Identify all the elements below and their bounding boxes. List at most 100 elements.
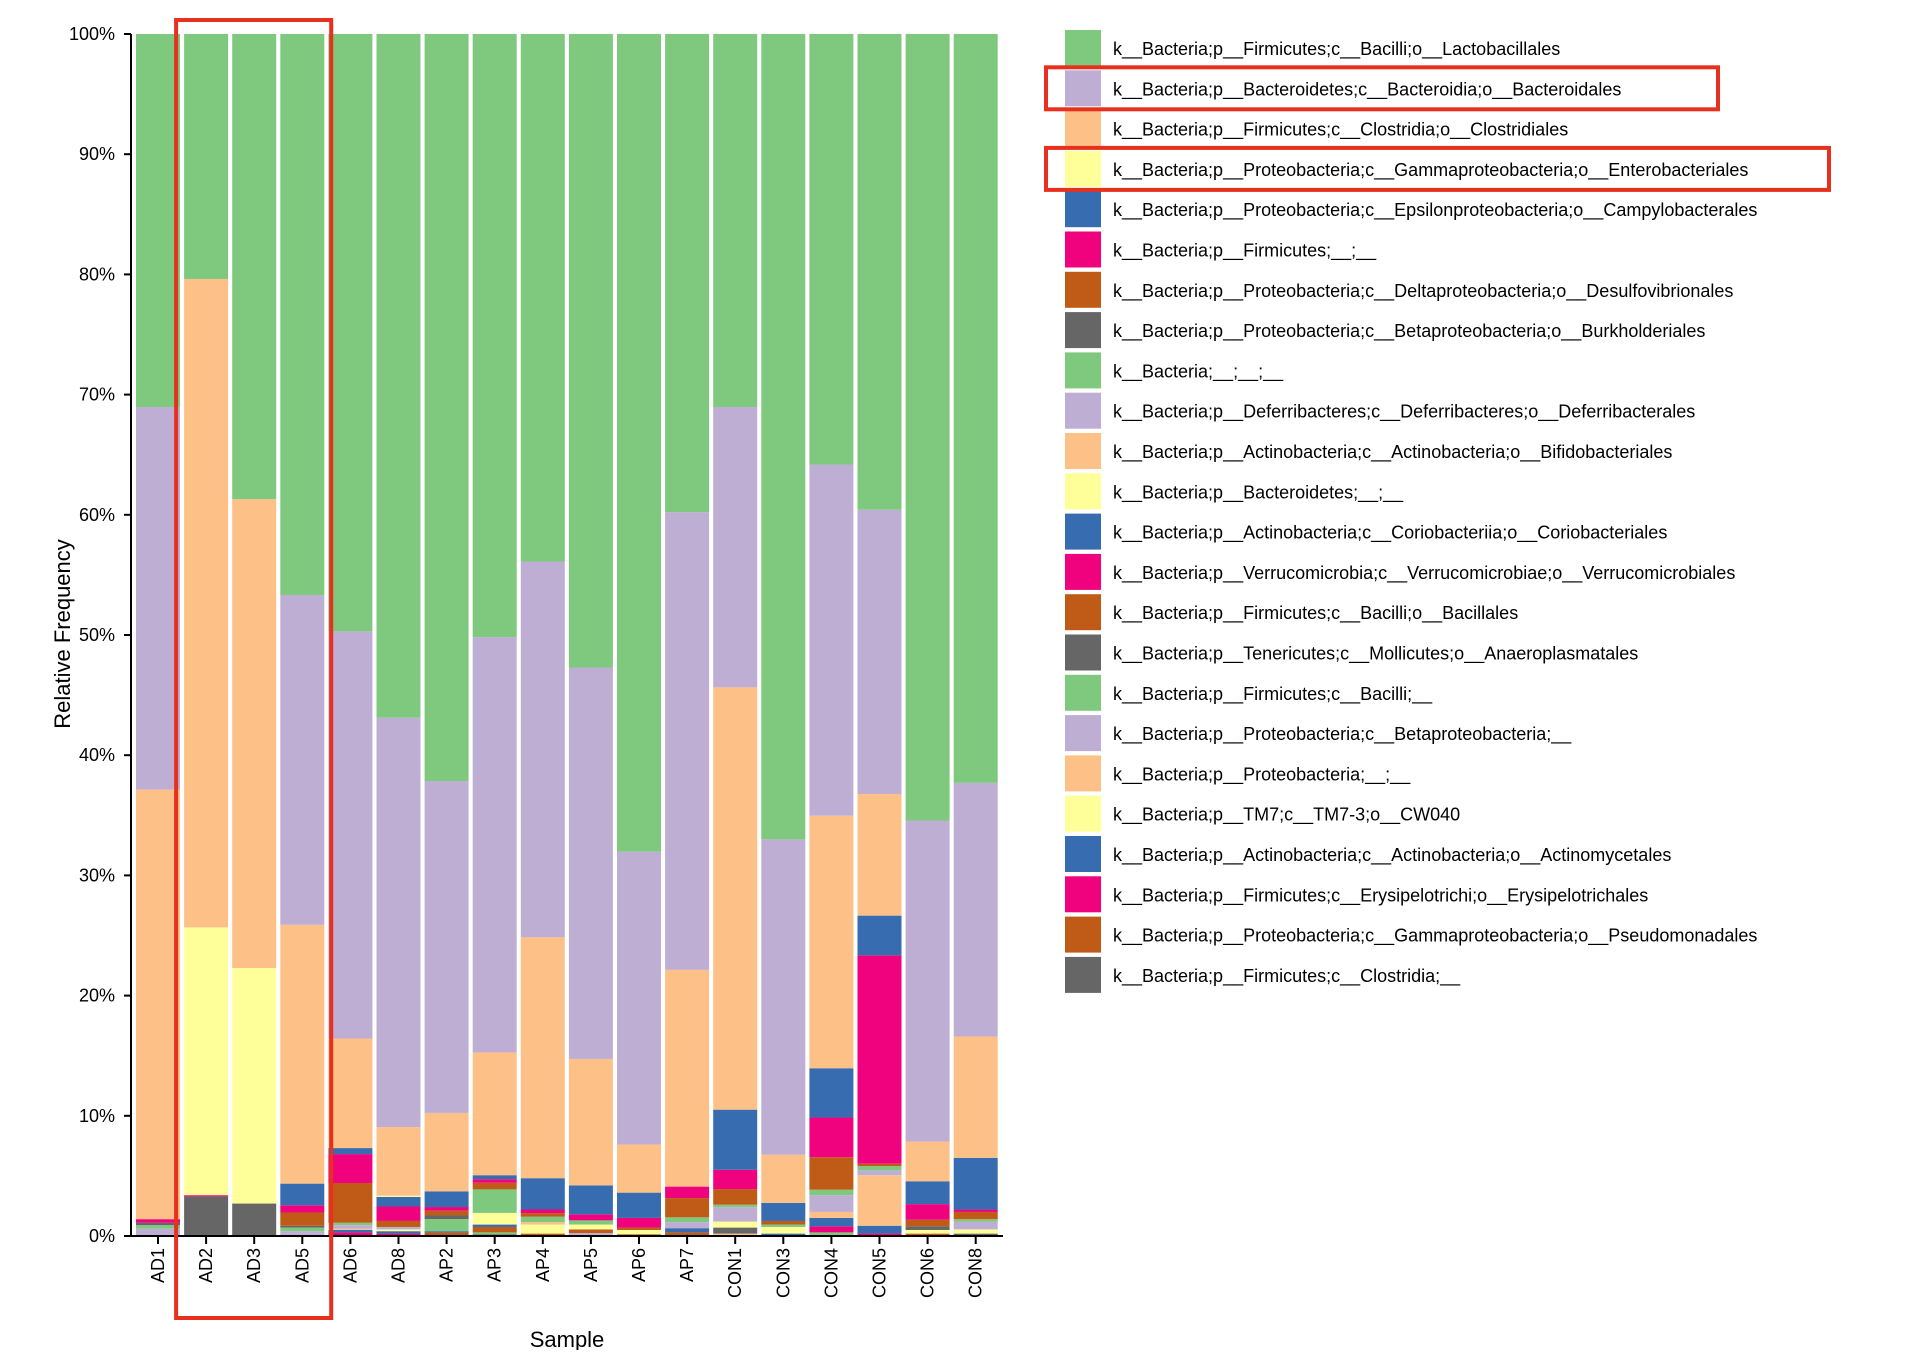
bar-stack-CON1 — [713, 34, 758, 1236]
x-tick-label: AD6 — [340, 1248, 360, 1283]
x-tick-label: AP7 — [677, 1248, 697, 1282]
legend-swatch — [1065, 876, 1101, 913]
legend-item: k__Bacteria;p__Proteobacteria;c__Deltapr… — [1065, 271, 1733, 308]
bar-segment — [280, 1231, 325, 1234]
bar-segment — [472, 1189, 517, 1213]
legend-item: k__Bacteria;p__Proteobacteria;c__Betapro… — [1065, 715, 1572, 752]
bar-segment — [136, 34, 180, 407]
legend-item: k__Bacteria;p__Proteobacteria;c__Epsilon… — [1065, 191, 1757, 228]
bar-segment — [472, 1182, 517, 1190]
legend-label: k__Bacteria;p__Proteobacteria;c__Epsilon… — [1113, 200, 1757, 221]
bar-stack-CON6 — [905, 34, 950, 1236]
bar-segment — [713, 1227, 758, 1234]
legend-label: k__Bacteria;p__Deferribacteres;c__Deferr… — [1113, 402, 1695, 423]
bar-segment — [905, 1181, 950, 1205]
bar-segment — [665, 1186, 710, 1199]
bar-segment — [472, 1212, 517, 1225]
bar-segment — [617, 851, 661, 1145]
bar-segment — [953, 782, 998, 1037]
legend-item: k__Bacteria;p__Firmicutes;__;__ — [1065, 231, 1377, 268]
legend-item: k__Bacteria;p__Verrucomicrobia;c__Verruc… — [1065, 553, 1735, 590]
bar-segment — [424, 1231, 469, 1233]
bar-segment — [280, 924, 325, 1184]
bar-segment — [520, 1209, 565, 1214]
bar-stack-AD2 — [184, 34, 229, 1236]
bar-segment — [328, 631, 373, 1039]
bar-segment — [328, 1038, 373, 1149]
y-tick-label: 100% — [69, 24, 115, 44]
bar-segment — [761, 1202, 806, 1221]
bar-segment — [136, 789, 180, 1220]
bar-segment — [713, 34, 758, 407]
bar-segment — [713, 1169, 758, 1190]
legend-swatch — [1065, 392, 1101, 429]
x-tick-label: AP5 — [581, 1248, 601, 1282]
highlight-box-legend — [1044, 65, 1720, 112]
bar-segment — [184, 1196, 229, 1236]
bar-segment — [809, 464, 854, 816]
bar-stack-AP7 — [665, 34, 710, 1236]
bar-segment — [328, 1228, 373, 1230]
bar-segment — [809, 1232, 854, 1236]
bar-segment — [280, 1205, 325, 1213]
x-tick-label: CON4 — [821, 1248, 841, 1298]
bar-segment — [809, 1211, 854, 1218]
legend-label: k__Bacteria;p__TM7;c__TM7-3;o__CW040 — [1113, 805, 1460, 826]
legend-swatch — [1065, 30, 1101, 66]
bar-segment — [184, 1195, 229, 1197]
y-tick-label: 60% — [79, 505, 115, 525]
bar-segment — [136, 406, 180, 790]
y-tick-label: 0% — [89, 1226, 115, 1246]
x-tick-label: AD5 — [292, 1248, 312, 1283]
bar-stack-AP6 — [617, 34, 661, 1236]
bar-segment — [184, 34, 229, 279]
legend-label: k__Bacteria;p__Tenericutes;c__Mollicutes… — [1113, 644, 1638, 665]
legend-swatch — [1065, 352, 1101, 389]
legend-item: k__Bacteria;p__Firmicutes;c__Bacilli;o__… — [1065, 594, 1518, 631]
bar-segment — [857, 1225, 902, 1234]
legend-swatch — [1065, 473, 1101, 510]
legend-label: k__Bacteria;p__Firmicutes;c__Clostridia;… — [1113, 120, 1568, 141]
bar-segment — [328, 1183, 373, 1223]
bar-segment — [376, 1231, 421, 1234]
bar-segment — [713, 1221, 758, 1228]
bar-segment — [761, 839, 806, 1155]
bar-stack-AP3 — [472, 34, 517, 1236]
legend-label: k__Bacteria;__;__;__ — [1113, 361, 1284, 382]
bar-segment — [809, 1226, 854, 1233]
bar-segment — [472, 1224, 517, 1227]
bar-stack-AP2 — [424, 34, 469, 1236]
legend-swatch — [1065, 70, 1101, 107]
y-tick-label: 90% — [79, 144, 115, 164]
legend-label: k__Bacteria;p__Firmicutes;c__Bacilli;o__… — [1113, 603, 1518, 624]
legend-item: k__Bacteria;p__Firmicutes;c__Clostridia;… — [1065, 956, 1461, 993]
bar-segment — [905, 1229, 950, 1234]
bar-segment — [280, 1212, 325, 1226]
bar-segment — [953, 1211, 998, 1220]
bar-segment — [761, 1226, 806, 1234]
x-tick-label: AP6 — [629, 1248, 649, 1282]
bar-segment — [424, 1191, 469, 1208]
bar-segment — [809, 1189, 854, 1196]
bar-segment — [617, 34, 661, 852]
bar-segment — [424, 34, 469, 782]
x-tick-label: CON3 — [773, 1248, 793, 1298]
bar-segment — [761, 1154, 806, 1203]
legend-item: k__Bacteria;p__Firmicutes;c__Erysipelotr… — [1065, 876, 1648, 913]
bar-segment — [424, 1207, 469, 1211]
bar-segment — [280, 594, 325, 925]
legend-item: k__Bacteria;p__Proteobacteria;c__Gammapr… — [1065, 150, 1748, 187]
bar-segment — [232, 34, 277, 500]
x-tick-label: CON8 — [966, 1248, 986, 1298]
bar-segment — [857, 915, 902, 956]
bar-segment — [232, 1203, 277, 1236]
bar-segment — [472, 1226, 517, 1233]
x-axis-title: Sample — [530, 1327, 605, 1350]
bar-segment — [184, 278, 229, 928]
bar-segment — [376, 1220, 421, 1227]
x-tick-label: CON6 — [918, 1248, 938, 1298]
y-axis-title: Relative Frequency — [50, 539, 75, 729]
legend-item: k__Bacteria;p__Actinobacteria;c__Corioba… — [1065, 513, 1667, 550]
legend-item: k__Bacteria;p__Proteobacteria;c__Gammapr… — [1065, 916, 1757, 953]
bar-segment — [713, 1204, 758, 1208]
